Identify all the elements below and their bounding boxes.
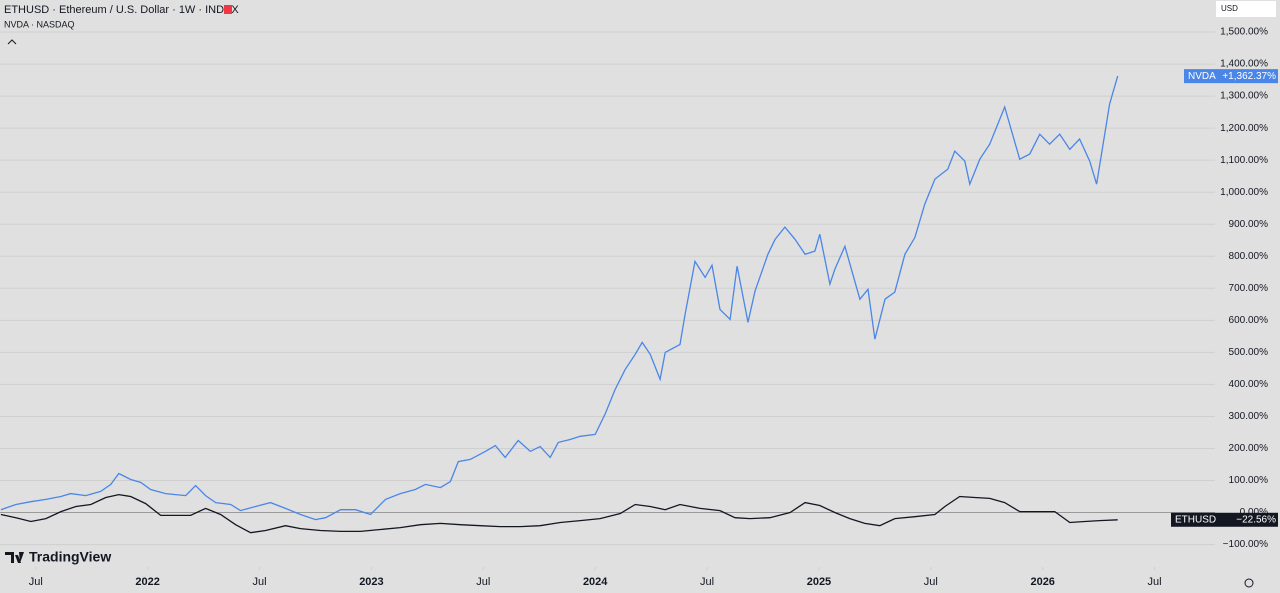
brand: TradingView — [29, 549, 111, 565]
y-tick-label: 1,400.00% — [1220, 59, 1268, 70]
y-tick-label: 1,300.00% — [1220, 91, 1268, 102]
y-tick-label: 0.00% — [1240, 507, 1268, 518]
symbol-line: ETHUSD · Ethereum / U.S. Dollar · 1W · I… — [4, 4, 239, 16]
x-tick-label: Jul — [700, 576, 714, 588]
badge-name: NVDA — [1188, 71, 1216, 82]
y-tick-label: 200.00% — [1229, 443, 1269, 454]
y-tick-label: 500.00% — [1229, 347, 1269, 358]
x-tick-label: Jul — [253, 576, 267, 588]
plot-area: −100.00% 0.00% 100.00% 200.00% 300.00% 400.00… — [0, 27, 1278, 588]
settings-icon[interactable] — [1244, 578, 1254, 588]
y-tick-label: 600.00% — [1229, 315, 1269, 326]
x-tick-label: 2024 — [583, 576, 608, 588]
badge-name-bg — [1171, 512, 1218, 527]
brand-logo — [5, 552, 24, 563]
compare-line: NVDA · NASDAQ — [4, 19, 75, 29]
badge-value: −22.56% — [1236, 514, 1276, 525]
series-line — [0, 75, 1119, 521]
y-tick-label: 100.00% — [1229, 475, 1269, 486]
y-tick-label: 1,000.00% — [1220, 187, 1268, 198]
currency[interactable]: USD — [1221, 4, 1238, 13]
x-tick-label: 2023 — [359, 576, 383, 588]
series-line — [0, 493, 1118, 534]
badge-name: ETHUSD — [1175, 514, 1216, 525]
collapse-icon[interactable] — [7, 39, 17, 45]
badge-value-bg — [1218, 512, 1278, 527]
y-tick-label: 900.00% — [1229, 219, 1269, 230]
x-tick-label: Jul — [1148, 576, 1162, 588]
y-tick-label: 300.00% — [1229, 411, 1269, 422]
y-tick-label: 400.00% — [1229, 379, 1269, 390]
x-tick-label: 2025 — [807, 576, 831, 588]
badge-name-bg — [1184, 69, 1218, 84]
y-tick-label: −100.00% — [1223, 539, 1268, 550]
y-tick-label: 700.00% — [1229, 283, 1269, 294]
x-tick-label: Jul — [924, 576, 938, 588]
badge-value: +1,362.37% — [1222, 71, 1276, 82]
x-tick-label: Jul — [29, 576, 43, 588]
badge-value-bg — [1218, 69, 1278, 84]
y-tick-label: 1,500.00% — [1220, 27, 1268, 38]
x-tick-label: 2022 — [135, 576, 159, 588]
currency-box[interactable] — [1216, 1, 1276, 17]
x-tick-label: 2026 — [1030, 576, 1054, 588]
y-tick-label: 1,200.00% — [1220, 123, 1268, 134]
flag-icon[interactable] — [224, 5, 232, 14]
y-tick-label: 800.00% — [1229, 251, 1269, 262]
x-tick-label: Jul — [476, 576, 490, 588]
y-tick-label: 1,100.00% — [1220, 155, 1268, 166]
